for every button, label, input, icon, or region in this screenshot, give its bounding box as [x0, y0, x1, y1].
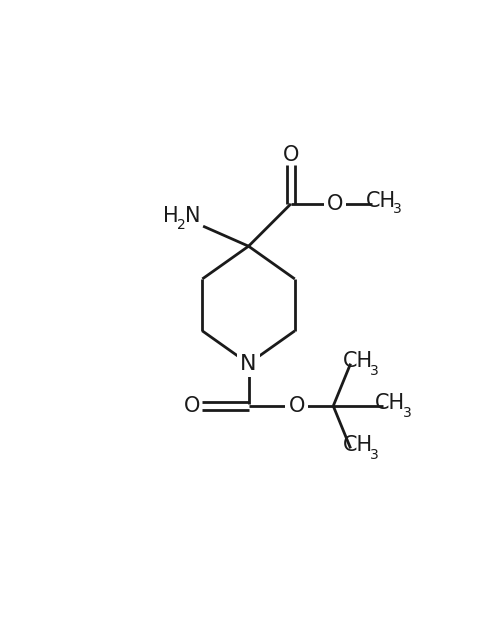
Text: H: H — [163, 206, 178, 226]
Text: 3: 3 — [370, 364, 379, 378]
Text: CH: CH — [366, 191, 396, 211]
Text: O: O — [184, 396, 200, 416]
Text: 3: 3 — [403, 406, 411, 420]
Text: 3: 3 — [393, 202, 402, 216]
Text: O: O — [327, 194, 344, 214]
Text: N: N — [240, 354, 257, 374]
Text: CH: CH — [342, 351, 372, 371]
Text: CH: CH — [375, 393, 406, 413]
Text: 2: 2 — [177, 218, 186, 232]
Text: O: O — [282, 145, 299, 164]
Text: O: O — [288, 396, 305, 416]
Text: CH: CH — [342, 435, 372, 455]
Text: 3: 3 — [370, 448, 379, 462]
Text: N: N — [185, 206, 200, 226]
